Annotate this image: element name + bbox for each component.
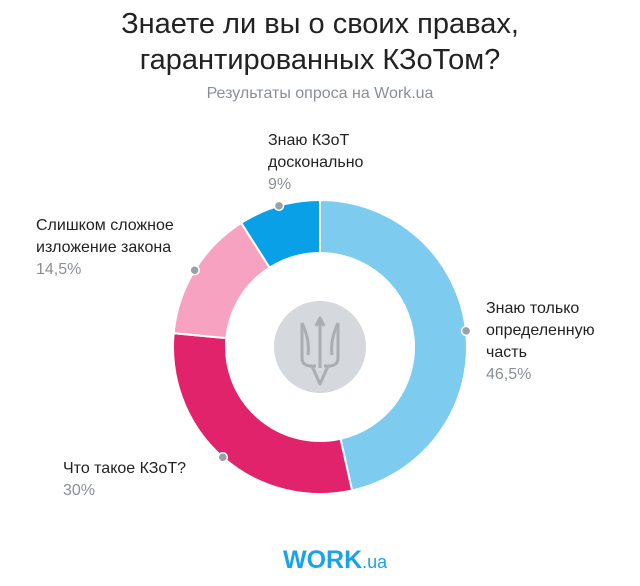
value-label: 30% [63,482,96,499]
label-text: часть [486,344,527,361]
value-label: 14,5% [36,261,82,278]
label-text: определенную [486,322,595,339]
logo-suffix: .ua [362,552,388,572]
donut-slice-0 [319,198,468,492]
logo-main: WORK [283,546,363,574]
value-label: 9% [268,176,292,193]
label-text: Слишком сложное [36,217,174,234]
label-text: досконально [268,154,364,171]
label-slice-3: Знаю КЗоТ досконально 9% [268,130,363,196]
label-marker-0 [460,325,472,337]
chart-title: Знаете ли вы о своих правах, гарантирова… [0,6,640,78]
donut-slice-1 [172,332,354,495]
value-label: 46,5% [486,366,532,383]
chart-subtitle: Результаты опроса на Work.ua [206,85,434,102]
label-text: Что такое КЗоТ? [63,460,186,477]
label-marker-3 [273,200,285,212]
label-slice-0: Знаю только определенную часть 46,5% [486,298,595,386]
label-text: изложение закона [36,239,172,256]
label-text: Знаю только [486,300,580,317]
label-marker-2 [189,264,200,276]
trident-emblem-icon [274,301,366,393]
title-line-1: Знаете ли вы о своих правах, [121,8,519,40]
label-slice-2: Слишком сложное изложение закона 14,5% [36,215,174,281]
donut-slice-3 [239,198,321,270]
work-ua-logo: WORK.ua [283,546,387,575]
label-slice-1: Что такое КЗоТ? 30% [63,458,186,502]
title-line-2: гарантированных КЗоТом? [139,44,501,76]
label-marker-1 [217,452,229,463]
label-text: Знаю КЗоТ [268,132,350,149]
